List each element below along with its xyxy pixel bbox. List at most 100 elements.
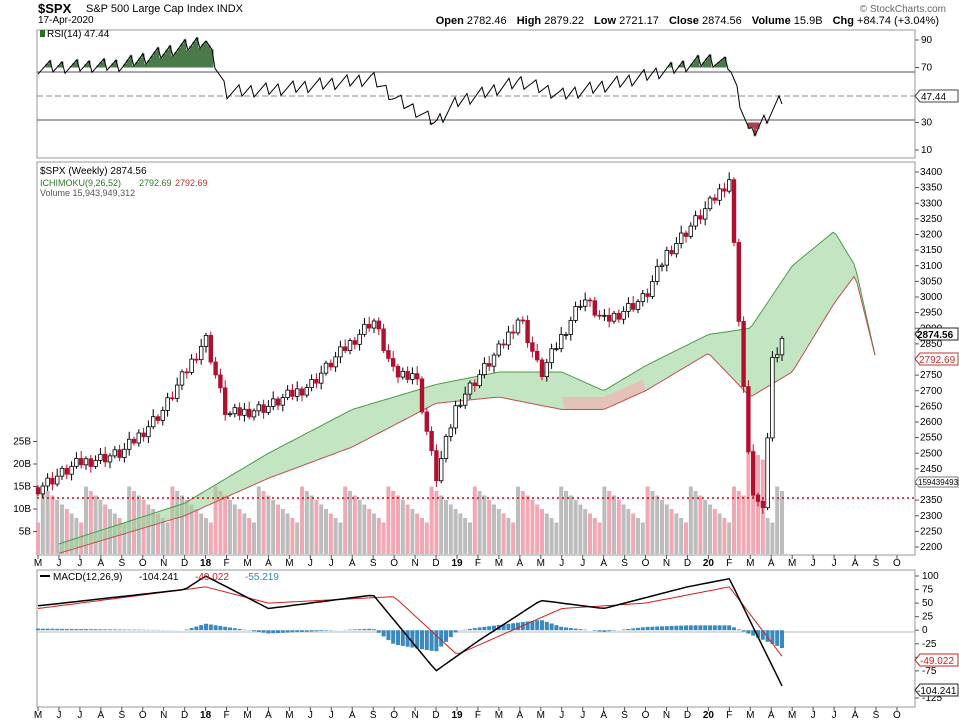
rsi-overbought-fill: [702, 62, 706, 68]
candle-body: [640, 293, 645, 302]
time-tick-label: A: [517, 710, 524, 721]
time-tick-label: S: [621, 558, 628, 569]
chart-date: 17-Apr-2020: [38, 15, 94, 26]
volume-bar: [386, 486, 391, 554]
macd-tick-label: 50: [922, 598, 934, 609]
macd-histogram-bar: [132, 629, 136, 631]
volume-bar: [314, 500, 319, 554]
volume-bar: [722, 518, 727, 554]
volume-tick-label: 10B: [13, 504, 31, 515]
macd-tick-label: 100: [922, 571, 939, 582]
macd-histogram-bar: [741, 630, 746, 632]
candle-body: [381, 328, 386, 351]
macd-histogram-bar: [357, 629, 362, 631]
volume-bar: [640, 522, 645, 554]
svg-text:RSI(14) 47.44: RSI(14) 47.44: [47, 29, 110, 40]
volume-bar: [650, 491, 655, 554]
rsi-overbought-fill: [183, 39, 187, 68]
macd-histogram-bar: [655, 626, 660, 631]
rsi-overbought-fill: [708, 54, 712, 68]
volume-bar: [122, 522, 127, 554]
macd-histogram-bar: [746, 630, 751, 634]
volume-bar: [199, 513, 204, 554]
candle-body: [616, 312, 621, 320]
candle-body: [314, 379, 319, 384]
candle-body: [679, 232, 684, 244]
candle-body: [779, 338, 785, 356]
svg-text:-104.241: -104.241: [139, 572, 179, 583]
volume-bar: [703, 500, 708, 554]
candle-body: [150, 416, 156, 428]
macd-histogram-bar: [736, 629, 741, 631]
candle-body: [736, 242, 741, 322]
macd-histogram-bar: [69, 628, 74, 631]
macd-histogram-bar: [592, 630, 597, 631]
candle-body: [141, 432, 146, 438]
candle-body: [256, 404, 261, 412]
macd-histogram-bar: [88, 629, 93, 631]
macd-histogram-bar: [55, 628, 60, 631]
macd-histogram-bar: [45, 628, 50, 631]
volume-bar: [405, 504, 410, 554]
price-tick-label: 2200: [920, 542, 943, 553]
rsi-overbought-fill: [714, 64, 718, 68]
time-tick-label: J: [832, 710, 837, 721]
candle-body: [79, 458, 84, 466]
macd-tick-label: 75: [922, 585, 934, 596]
volume-bar: [189, 504, 194, 554]
price-tick-label: 3150: [920, 245, 943, 256]
volume-bar: [324, 509, 328, 554]
time-tick-label: S: [873, 558, 880, 569]
volume-bar: [631, 513, 636, 554]
macd-histogram-bar: [487, 626, 492, 631]
volume-bar: [396, 495, 400, 554]
volume-bar: [602, 486, 607, 554]
volume-bar: [636, 518, 640, 554]
macd-histogram-bar: [554, 625, 559, 631]
candle-body: [770, 357, 775, 439]
macd-histogram-bar: [472, 628, 477, 631]
candle-body: [712, 197, 717, 201]
time-tick-label: A: [768, 558, 775, 569]
volume-bar: [530, 500, 535, 554]
volume-bar: [204, 518, 208, 554]
candle-body: [405, 370, 410, 380]
volume-bar: [88, 491, 93, 554]
symbol: $SPX: [38, 1, 72, 16]
candle-body: [179, 371, 185, 386]
volume-bar: [36, 522, 40, 554]
macd-histogram-bar: [103, 629, 108, 631]
macd-histogram-bar: [199, 625, 204, 631]
macd-histogram-bar: [453, 630, 458, 633]
candle-body: [122, 448, 127, 458]
time-tick-label: D: [684, 710, 691, 721]
rsi-overbought-fill: [45, 63, 49, 68]
candle-body: [727, 179, 732, 192]
macd-histogram-bar: [324, 630, 328, 631]
volume-bar: [444, 500, 448, 554]
macd-histogram-bar: [597, 630, 602, 632]
price-tick-label: 3400: [920, 167, 943, 178]
macd-histogram-bar: [626, 628, 631, 631]
macd-histogram-bar: [477, 627, 482, 631]
time-tick-label: M: [34, 710, 42, 721]
macd-histogram-bar: [410, 630, 415, 648]
volume-bar: [549, 518, 554, 554]
candle-body: [45, 477, 50, 487]
macd-histogram-bar: [712, 625, 717, 631]
time-tick-label: A: [98, 558, 105, 569]
rsi-overbought-fill: [57, 65, 61, 68]
time-tick-label: A: [265, 558, 272, 569]
candle-body: [525, 319, 530, 344]
svg-text:-49.022: -49.022: [920, 656, 954, 667]
volume-bar: [74, 518, 79, 554]
candle-body: [751, 451, 756, 496]
macd-histogram-bar: [583, 629, 588, 631]
macd-signal-badge: -49.022: [914, 653, 959, 667]
volume-bar: [60, 504, 64, 554]
time-tick-label: F: [726, 710, 732, 721]
rsi-overbought-fill: [111, 63, 115, 68]
candle-body: [583, 299, 588, 307]
macd-histogram-bar: [194, 626, 199, 631]
macd-histogram-bar: [40, 628, 45, 631]
